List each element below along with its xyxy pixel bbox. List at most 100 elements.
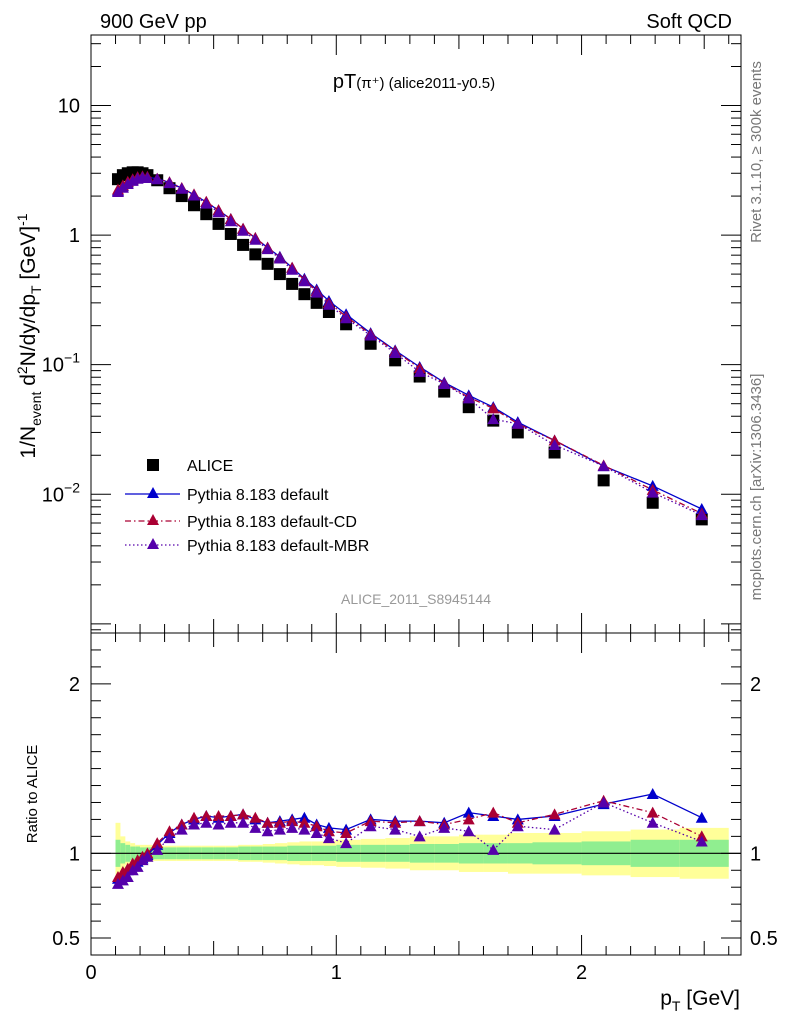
ratio-point-pythia-8-183-default-mbr — [126, 864, 139, 876]
ratio-point-pythia-8-183-default-mbr — [136, 854, 149, 866]
ratio-point-pythia-8-183-default-cd — [273, 816, 286, 828]
x-axis-label-sub: T — [672, 998, 681, 1014]
ylabel-part-h: -1 — [14, 213, 30, 226]
ratio-point-pythia-8-183-default-mbr — [310, 826, 323, 838]
ratio-point-pythia-8-183-default-cd — [200, 810, 213, 822]
data-point-pythia-8-183-default-mbr — [151, 173, 164, 185]
ratio-point-pythia-8-183-default-mbr — [212, 818, 225, 830]
main-y-tick-label: 10−2 — [42, 479, 80, 506]
ratio-point-pythia-8-183-default-mbr — [175, 823, 188, 835]
ratio-point-pythia-8-183-default-mbr — [322, 832, 335, 844]
x-axis-label-unit: [GeV] — [680, 987, 740, 1010]
legend-marker-cd — [147, 514, 159, 525]
ratio-point-pythia-8-183-default-mbr — [340, 837, 353, 849]
x-tick-label: 0 — [85, 962, 96, 984]
ratio-y-tick-label-left: 0.5 — [52, 928, 80, 950]
main-title-main: pT — [333, 71, 356, 93]
data-point-pythia-8-183-default-mbr — [548, 438, 561, 450]
data-point-pythia-8-183-default-mbr — [462, 392, 475, 404]
data-point-alice — [310, 296, 323, 309]
data-point-pythia-8-183-default-mbr — [212, 206, 225, 218]
main-y-tick-label-base: 10 — [58, 96, 80, 118]
legend-marker-alice — [147, 459, 159, 471]
main-y-tick-label: 10−1 — [42, 350, 80, 377]
data-point-pythia-8-183-default-mbr — [121, 177, 134, 189]
ratio-point-pythia-8-183-default-cd — [237, 808, 250, 820]
data-point-pythia-8-183-default-mbr — [364, 329, 377, 341]
rivet-version-label: Rivet 3.1.10, ≥ 300k events — [748, 61, 765, 243]
main-y-axis-label: 1/Nevent d2N/dy/dpT [GeV]-1 — [14, 213, 44, 458]
main-y-tick-label: 10 — [58, 96, 80, 118]
ratio-point-pythia-8-183-default-mbr — [131, 860, 144, 872]
ratio-point-pythia-8-183-default-cd — [212, 810, 225, 822]
legend-label-default: Pythia 8.183 default — [187, 487, 329, 504]
main-y-tick-label-base: 10 — [42, 484, 64, 506]
ratio-y-axis-label: Ratio to ALICE — [24, 745, 41, 843]
ratio-point-pythia-8-183-default-cd — [322, 825, 335, 837]
ylabel-part-d: 2 — [14, 366, 30, 374]
ratio-point-pythia-8-183-default-mbr — [646, 816, 659, 828]
ratio-y-tick-label-left: 1 — [69, 843, 80, 865]
legend-marker-default — [147, 487, 159, 498]
ratio-point-pythia-8-183-default-mbr — [298, 823, 311, 835]
data-point-pythia-8-183-default-mbr — [237, 224, 250, 236]
ratio-point-pythia-8-183-default-mbr — [141, 850, 154, 862]
ratio-plot-area: 2 21 10.5 0.50 1 2 — [52, 633, 778, 984]
data-point-alice — [286, 277, 299, 290]
data-point-pythia-8-183-default-mbr — [597, 460, 610, 472]
ratio-point-pythia-8-183-default-mbr — [163, 832, 176, 844]
mcplots-reference-label: mcplots.cern.ch [arXiv:1306.3436] — [748, 374, 765, 601]
x-axis-label-main: p — [660, 987, 672, 1010]
legend: ALICE Pythia 8.183 default Pythia 8.183 … — [125, 458, 369, 555]
ratio-y-tick-label-right: 1 — [750, 843, 761, 865]
data-point-pythia-8-183-default-mbr — [141, 171, 154, 183]
ratio-point-pythia-8-183-default-mbr — [116, 874, 129, 886]
ratio-point-pythia-8-183-default-mbr — [389, 823, 402, 835]
header-category-label: Soft QCD — [646, 11, 732, 33]
data-point-pythia-8-183-default-mbr — [200, 197, 213, 209]
data-point-pythia-8-183-default-mbr — [249, 233, 262, 245]
data-point-alice — [188, 199, 201, 212]
data-point-alice — [511, 426, 524, 439]
ratio-y-tick-label-right: 2 — [750, 674, 761, 696]
data-point-pythia-8-183-default-mbr — [163, 177, 176, 189]
ratio-line-pythia-8-183-default-mbr — [117, 801, 702, 885]
ylabel-part-b: event — [28, 392, 44, 426]
ylabel-part-f: T — [28, 285, 44, 294]
ratio-point-pythia-8-183-default-mbr — [200, 816, 213, 828]
main-axis-ticks: 10 1 10−1 10−2 — [42, 35, 741, 633]
ratio-point-pythia-8-183-default — [695, 811, 708, 823]
data-point-pythia-8-183-default-mbr — [298, 275, 311, 287]
ratio-point-pythia-8-183-default-mbr — [151, 843, 164, 855]
main-y-tick-label: 1 — [69, 225, 80, 247]
main-y-tick-label-base: 10 — [42, 355, 64, 377]
ratio-point-pythia-8-183-default-mbr — [548, 823, 561, 835]
ylabel-part-e: N/dy/dp — [17, 294, 40, 366]
ratio-point-pythia-8-183-default-cd — [462, 813, 475, 825]
data-point-pythia-8-183-default-mbr — [487, 413, 500, 425]
data-point-pythia-8-183-default-cd — [487, 402, 500, 414]
ratio-point-pythia-8-183-default-mbr — [261, 825, 274, 837]
data-point-pythia-8-183-default-mbr — [175, 182, 188, 194]
ylabel-part-g: [GeV] — [17, 226, 40, 286]
data-point-pythia-8-183-default-mbr — [224, 215, 237, 227]
x-tick-label: 2 — [576, 962, 587, 984]
ratio-point-pythia-8-183-default-cd — [163, 825, 176, 837]
ylabel-part-c: d — [17, 374, 40, 392]
legend-marker-mbr — [147, 538, 159, 549]
ratio-point-pythia-8-183-default-mbr — [511, 820, 524, 832]
ratio-point-pythia-8-183-default-mbr — [273, 823, 286, 835]
ratio-axis-ticks: 2 21 10.5 0.50 1 2 — [52, 633, 778, 984]
ratio-point-pythia-8-183-default-cd — [298, 816, 311, 828]
data-point-alice — [273, 268, 286, 281]
data-point-alice — [212, 217, 225, 230]
ratio-y-tick-label-right: 0.5 — [750, 928, 778, 950]
ratio-point-pythia-8-183-default-mbr — [237, 816, 250, 828]
ratio-point-pythia-8-183-default-mbr — [286, 821, 299, 833]
data-point-pythia-8-183-default-mbr — [413, 365, 426, 377]
ratio-point-pythia-8-183-default-cd — [487, 806, 500, 818]
ratio-point-pythia-8-183-default-cd — [310, 820, 323, 832]
ratio-point-pythia-8-183-default-mbr — [413, 830, 426, 842]
ratio-point-pythia-8-183-default-mbr — [121, 871, 134, 883]
